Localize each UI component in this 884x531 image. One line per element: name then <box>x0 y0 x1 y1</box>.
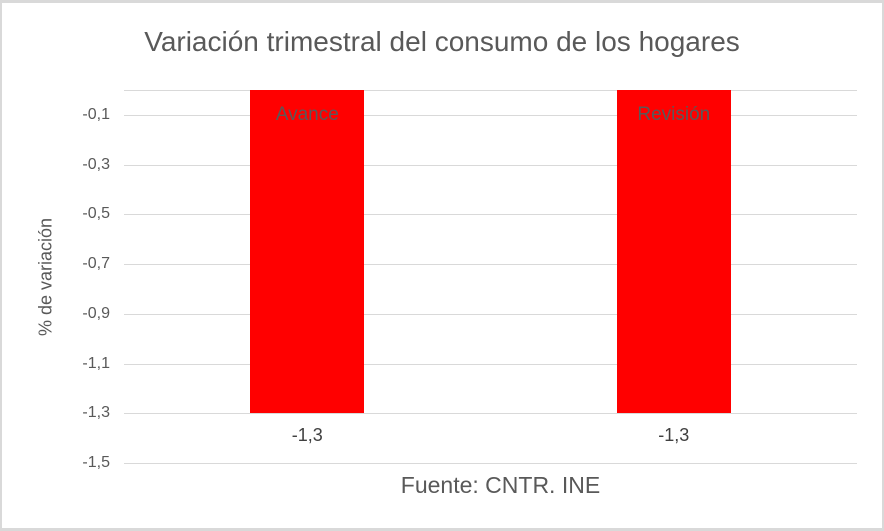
y-axis-tick-labels: -0,1 -0,3 -0,5 -0,7 -0,9 -1,1 -1,3 -1,5 <box>2 90 110 471</box>
gridline <box>124 114 857 116</box>
plot-area: Avance -1,3 Revisión -1,3 <box>124 90 857 464</box>
gridline <box>124 313 857 315</box>
y-tick-label: -0,7 <box>82 255 110 273</box>
y-tick-label: -0,3 <box>82 155 110 173</box>
data-label: -1,3 <box>291 425 323 446</box>
gridline <box>124 214 857 216</box>
category-label: Avance <box>275 104 339 125</box>
gridline <box>124 264 857 266</box>
category-label: Revisión <box>637 104 711 125</box>
gridline <box>124 463 857 464</box>
y-tick-label: -1,1 <box>82 354 110 372</box>
bar-revision: Revisión <box>616 90 731 414</box>
y-tick-label: -0,1 <box>82 105 110 123</box>
gridline <box>124 164 857 166</box>
gridline <box>124 363 857 365</box>
y-tick-label: -0,5 <box>82 205 110 223</box>
gridline <box>124 90 857 91</box>
chart-title: Variación trimestral del consumo de los … <box>144 26 740 57</box>
gridline <box>124 413 857 415</box>
y-tick-label: -1,5 <box>82 454 110 471</box>
x-axis-title: Fuente: CNTR. INE <box>400 472 601 498</box>
bar-avance: Avance <box>250 90 365 414</box>
data-label: -1,3 <box>658 425 690 446</box>
y-tick-label: -1,3 <box>82 404 110 422</box>
y-tick-label: -0,9 <box>82 304 110 322</box>
